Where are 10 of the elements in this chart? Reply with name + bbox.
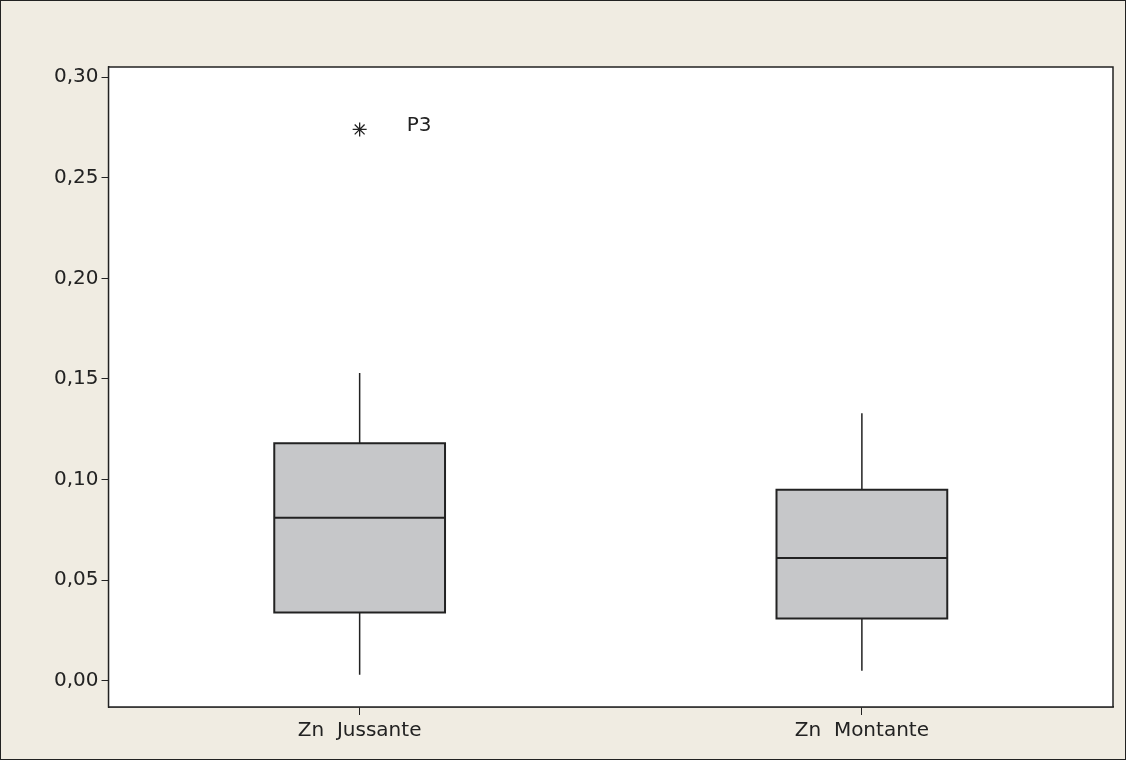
y-tick-label: 0,05 <box>54 566 99 591</box>
y-tick-label: 0,25 <box>54 163 99 188</box>
x-tick-label: Zn Jussante <box>297 717 422 742</box>
annotation: P3 <box>406 111 432 136</box>
y-tick-label: 0,20 <box>54 264 99 289</box>
y-tick-label: 0,15 <box>54 365 99 390</box>
y-tick-label: 0,30 <box>54 63 99 88</box>
y-tick-label: 0,00 <box>54 667 99 692</box>
x-tick-label: Zn Montante <box>794 717 929 742</box>
y-tick-label: 0,10 <box>54 465 99 490</box>
